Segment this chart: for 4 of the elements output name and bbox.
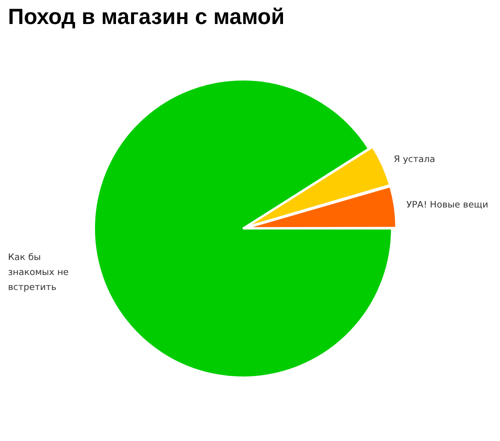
slice-label: Как бы знакомых не встретить	[8, 253, 70, 294]
slice-label: УРА! Новые вещи	[406, 200, 488, 210]
slice-label: Я устала	[394, 155, 436, 166]
chart-title: Поход в магазин с мамой	[8, 4, 285, 30]
